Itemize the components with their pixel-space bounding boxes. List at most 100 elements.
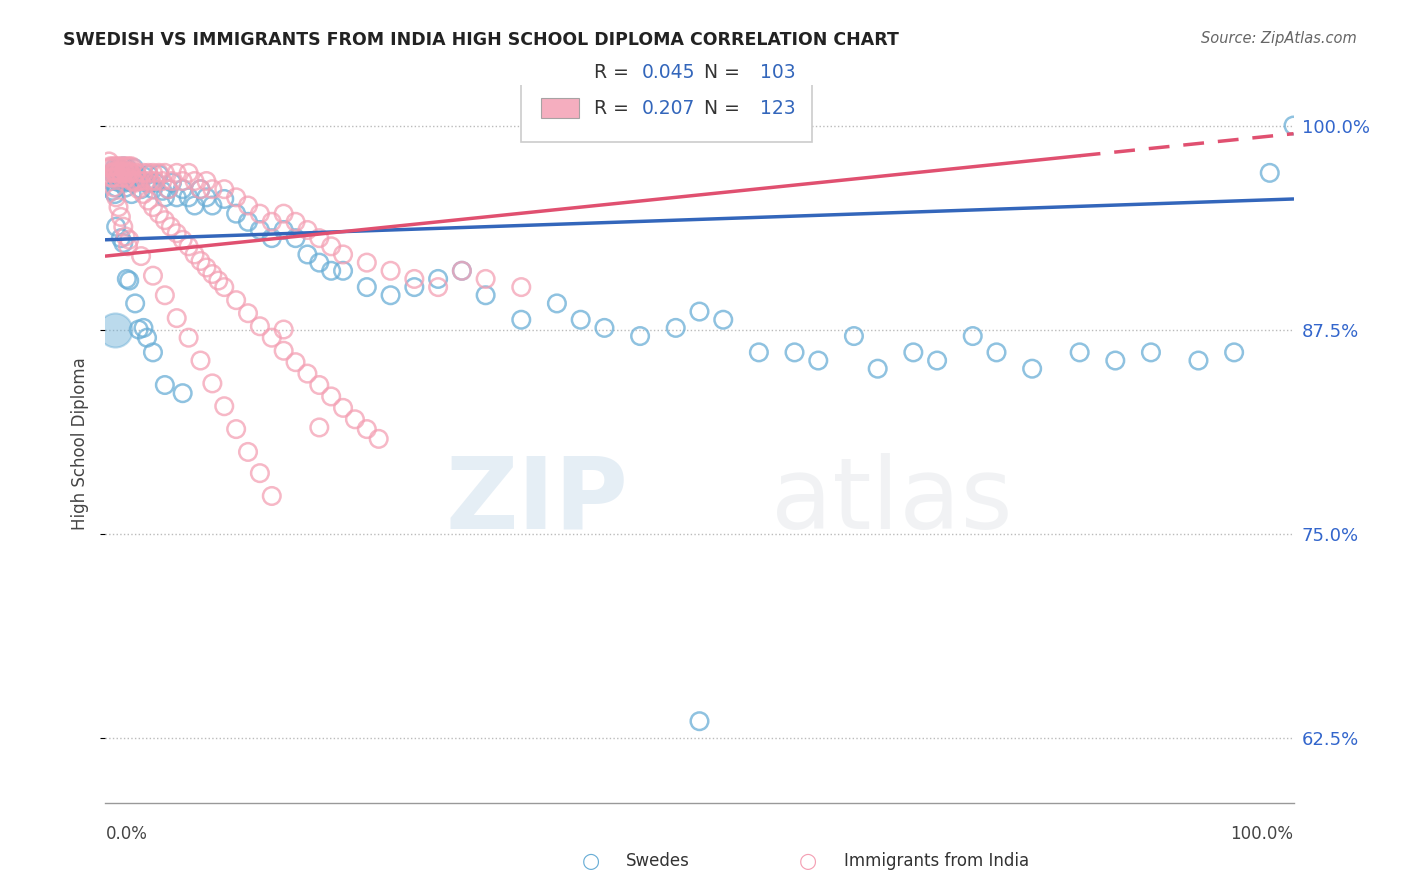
Text: SWEDISH VS IMMIGRANTS FROM INDIA HIGH SCHOOL DIPLOMA CORRELATION CHART: SWEDISH VS IMMIGRANTS FROM INDIA HIGH SC… xyxy=(63,31,900,49)
Point xyxy=(120,166,142,180)
Point xyxy=(103,180,125,194)
Point xyxy=(132,166,155,180)
Point xyxy=(593,321,616,335)
Point xyxy=(172,182,194,196)
Point xyxy=(143,174,166,188)
Point xyxy=(105,166,128,180)
Point xyxy=(427,272,450,286)
Point xyxy=(177,239,200,253)
Point xyxy=(121,174,143,188)
Point xyxy=(136,168,159,182)
Point xyxy=(201,198,224,212)
Point xyxy=(157,182,180,196)
Point xyxy=(118,168,141,182)
Text: 0.0%: 0.0% xyxy=(105,825,148,843)
Text: ○: ○ xyxy=(582,851,599,871)
Text: atlas: atlas xyxy=(770,453,1012,549)
Y-axis label: High School Diploma: High School Diploma xyxy=(72,358,90,530)
Point xyxy=(962,329,984,343)
Point xyxy=(157,182,180,196)
Point xyxy=(297,247,319,261)
Point xyxy=(190,182,212,196)
Point xyxy=(104,164,127,178)
Point xyxy=(115,161,138,175)
Point xyxy=(136,194,159,208)
Point xyxy=(112,235,135,250)
Point xyxy=(135,176,157,190)
Point xyxy=(100,174,122,188)
Point xyxy=(343,412,366,426)
Point xyxy=(118,274,141,288)
Point xyxy=(195,260,218,275)
Point xyxy=(214,182,236,196)
Point xyxy=(866,361,889,376)
Point xyxy=(118,164,141,178)
Point xyxy=(628,329,651,343)
Point xyxy=(142,166,165,180)
Point xyxy=(195,174,218,188)
Point xyxy=(121,187,143,202)
Point xyxy=(104,159,127,173)
Point xyxy=(236,445,259,459)
Point xyxy=(404,280,426,294)
Point xyxy=(110,231,132,245)
Point xyxy=(110,174,132,188)
Point xyxy=(1187,353,1209,368)
Point xyxy=(107,166,129,180)
Point xyxy=(1258,166,1281,180)
Point xyxy=(129,182,152,196)
Point xyxy=(105,166,128,180)
Point xyxy=(105,170,128,185)
Point xyxy=(225,422,247,436)
Point xyxy=(98,154,121,169)
Point xyxy=(474,272,496,286)
Point xyxy=(108,164,131,178)
Point xyxy=(236,198,259,212)
Point xyxy=(111,170,134,185)
Point xyxy=(842,329,865,343)
Point xyxy=(115,272,138,286)
Text: R =: R = xyxy=(593,63,634,82)
Point xyxy=(153,166,176,180)
Point xyxy=(100,166,122,180)
Point xyxy=(115,170,138,185)
Point xyxy=(260,489,283,503)
Point xyxy=(125,166,148,180)
Text: R =: R = xyxy=(593,99,634,118)
Point xyxy=(108,159,131,173)
Point xyxy=(114,168,136,182)
Point xyxy=(260,215,283,229)
Point xyxy=(321,264,343,278)
Point xyxy=(201,182,224,196)
Text: Immigrants from India: Immigrants from India xyxy=(844,852,1029,870)
Point xyxy=(152,184,174,198)
Point xyxy=(142,200,165,214)
Point xyxy=(214,399,236,413)
Text: N =: N = xyxy=(692,99,747,118)
Point xyxy=(107,200,129,214)
Point xyxy=(118,233,141,247)
Text: 100.0%: 100.0% xyxy=(1230,825,1294,843)
Point xyxy=(108,176,131,190)
Point xyxy=(195,190,218,204)
Point xyxy=(273,207,295,221)
Point xyxy=(129,249,152,263)
Point xyxy=(201,267,224,281)
Point xyxy=(404,272,426,286)
Point xyxy=(160,174,183,188)
Point xyxy=(367,432,389,446)
Point xyxy=(166,311,188,326)
Text: 0.045: 0.045 xyxy=(641,63,695,82)
Point xyxy=(105,180,128,194)
Point xyxy=(114,159,136,173)
Point xyxy=(98,159,121,173)
Point xyxy=(1140,345,1163,359)
Point xyxy=(183,198,205,212)
Point xyxy=(128,174,150,188)
Point xyxy=(104,322,127,336)
Point xyxy=(297,367,319,381)
Point xyxy=(153,213,176,227)
Point xyxy=(117,166,139,180)
Point xyxy=(1223,345,1246,359)
Point xyxy=(142,345,165,359)
